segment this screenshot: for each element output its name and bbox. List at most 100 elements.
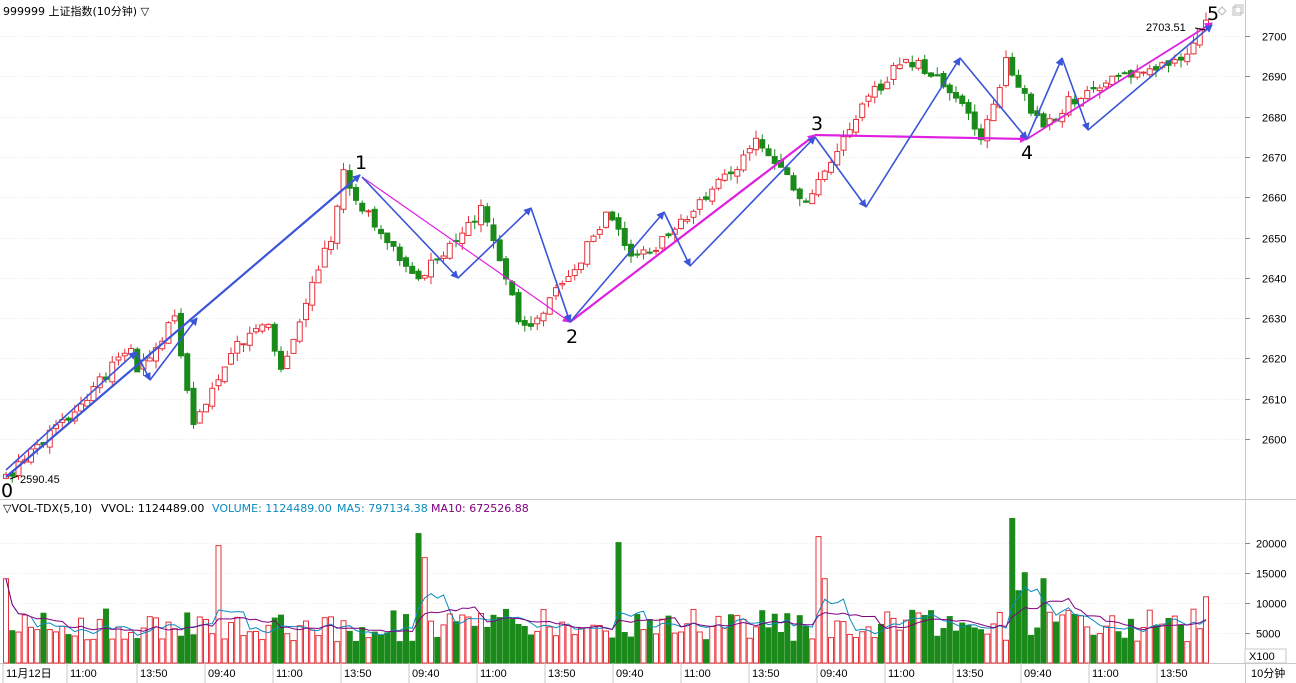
volume-tick-label: 20000 <box>1256 539 1287 551</box>
volume-bar <box>353 640 359 664</box>
volume-bar <box>390 610 397 664</box>
candle-body <box>259 324 266 332</box>
diamond-icon[interactable] <box>1217 6 1227 16</box>
wave-line-minor <box>814 136 867 208</box>
candle-body <box>753 137 759 151</box>
candle-body <box>715 178 722 189</box>
volume-bar <box>434 636 441 664</box>
candle-body <box>315 269 322 284</box>
volume-bar <box>178 635 184 664</box>
candle-body <box>1140 71 1147 74</box>
volume-bar <box>1128 618 1134 664</box>
wave-line-minor <box>135 351 151 381</box>
candle-body <box>371 208 378 228</box>
candle-body <box>1090 87 1097 90</box>
volume-bar <box>496 617 503 664</box>
candle-body <box>378 228 384 235</box>
wave-line-minor <box>5 351 137 471</box>
volume-bar <box>409 640 416 664</box>
candle-body <box>828 161 834 173</box>
chart-title[interactable]: 999999 上证指数(10分钟) ▽ <box>3 4 150 18</box>
volume-bar <box>478 612 484 664</box>
wave-line-minor <box>149 317 198 381</box>
candle-body <box>396 246 403 262</box>
volume-bar <box>721 627 728 664</box>
volume-indicator[interactable]: ▽VOL-TDX(5,10) <box>3 502 92 515</box>
volume-bar <box>978 629 984 664</box>
candle-body <box>684 219 691 222</box>
volume-bar <box>1096 632 1103 664</box>
wave-line-minor <box>663 211 691 267</box>
candle-body <box>228 353 234 365</box>
volume-bar <box>196 616 203 664</box>
volume-bar <box>421 557 428 664</box>
candle-body <box>815 179 822 196</box>
volume-bar <box>46 629 53 664</box>
volume-bar <box>790 640 797 664</box>
wave-line-major <box>569 134 816 323</box>
price-tick-label: 2650 <box>1262 234 1286 246</box>
candle-body <box>84 399 91 407</box>
candle-body <box>1171 59 1178 64</box>
candle-body <box>878 83 884 91</box>
volume-bar <box>134 638 141 664</box>
candle-body <box>659 236 666 249</box>
candle-body <box>403 257 409 267</box>
time-tick-label: 13:50 <box>140 668 168 680</box>
volume-bar <box>215 545 222 664</box>
volume-bar <box>65 634 72 664</box>
candle-body <box>978 128 984 141</box>
volume-bar <box>1109 615 1116 664</box>
candle-body <box>359 202 366 212</box>
volume-bar <box>321 617 328 664</box>
candle-body <box>65 417 72 421</box>
volume-bar <box>1153 625 1159 664</box>
volume-bar <box>815 536 822 664</box>
price-tick-label: 2600 <box>1262 435 1286 447</box>
wave-line-minor <box>530 207 572 323</box>
volume-bar <box>96 618 103 664</box>
price-tick-label: 2690 <box>1262 72 1286 84</box>
time-tick-label: 11:00 <box>276 668 303 680</box>
candle-body <box>421 275 428 279</box>
volume-bar <box>371 631 378 664</box>
volume-bar <box>740 618 747 664</box>
candle-body <box>278 350 284 370</box>
window-controls[interactable] <box>1217 4 1244 16</box>
candle-body <box>1146 68 1153 76</box>
volume-bar <box>559 621 566 664</box>
volume-bar <box>284 633 291 664</box>
volume-bar <box>971 627 978 664</box>
period-label[interactable]: 10分钟 <box>1251 666 1285 680</box>
volume-bar <box>1003 639 1009 664</box>
volume-bar <box>190 634 197 664</box>
wave-lines <box>5 22 1213 478</box>
candle-body <box>765 148 772 157</box>
volume-bar <box>515 623 522 664</box>
wave-label-0: 0 <box>1 480 13 502</box>
volume-bar <box>946 616 953 664</box>
high-pointer <box>1194 27 1206 31</box>
candle-body <box>171 315 178 322</box>
candle-body <box>840 136 847 151</box>
volume-bar <box>1040 578 1047 664</box>
candle-body <box>678 218 684 230</box>
high-label: 2703.51 <box>1146 22 1186 34</box>
candle-body <box>609 211 616 221</box>
time-tick-label: 13:50 <box>956 668 984 680</box>
volume-bar <box>621 632 628 664</box>
volume-bar <box>784 613 791 664</box>
low-label: 2590.45 <box>20 474 60 486</box>
candle-body <box>821 170 828 181</box>
time-tick-label: 11:00 <box>888 668 915 680</box>
candle-body <box>321 247 328 268</box>
volume-bar <box>521 625 528 664</box>
candle-body <box>784 167 791 176</box>
volume-bar <box>171 628 178 664</box>
wave-line-minor <box>1087 24 1213 131</box>
candle-body <box>271 323 278 352</box>
volume-bar <box>840 621 847 664</box>
volume-bar <box>734 615 741 664</box>
restore-icon[interactable] <box>1232 6 1242 16</box>
